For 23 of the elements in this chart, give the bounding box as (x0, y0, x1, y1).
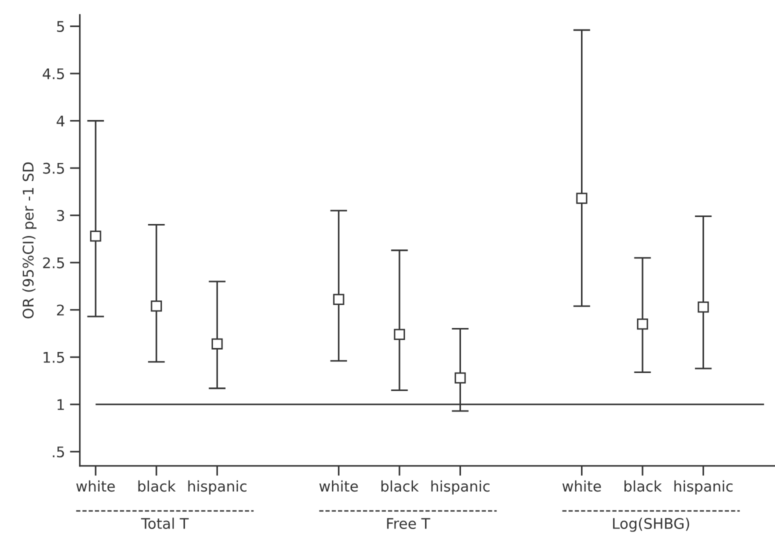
y-tick-label: 1 (58, 399, 64, 410)
y-tick-label: 2.5 (43, 257, 64, 268)
x-tick-label: black (138, 480, 176, 492)
y-tick-label: .5 (52, 446, 64, 458)
x-tick-label: white (319, 480, 358, 492)
y-tick-label: 5 (57, 21, 64, 32)
x-tick-label: hispanic (188, 480, 246, 495)
y-tick-label: 4.5 (42, 68, 64, 80)
text: Free T (387, 518, 430, 529)
y-axis-title: OR (95%CI) per -1 SD (22, 162, 36, 318)
y-tick-label: 3.5 (43, 162, 64, 174)
x-tick-label: black (624, 480, 662, 492)
text: Log(SHBG) (613, 518, 690, 532)
y-tick-label: 4 (56, 116, 64, 126)
y-tick-label: 3 (57, 210, 64, 222)
x-tick-label: black (381, 480, 419, 492)
text: Total T (141, 518, 189, 529)
x-tick-label: white (562, 480, 601, 492)
x-tick-label: hispanic (431, 480, 490, 495)
y-tick-label: 1.5 (44, 352, 64, 363)
y-tick-label: 2 (57, 304, 64, 316)
x-tick-label: white (76, 480, 115, 492)
x-tick-label: hispanic (674, 480, 733, 495)
